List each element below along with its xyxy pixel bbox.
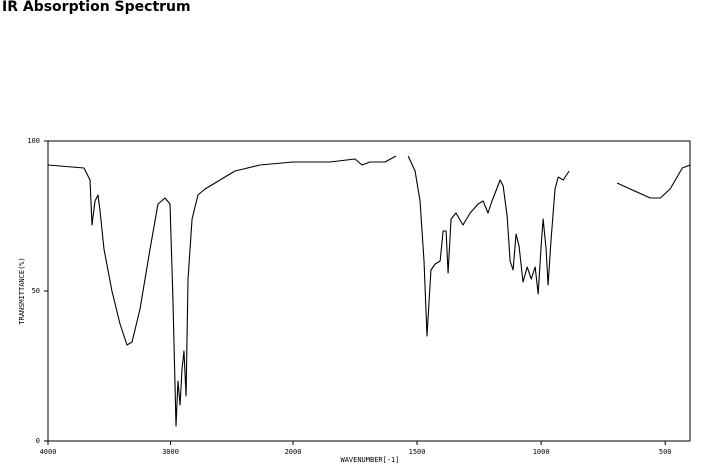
y-tick-label: 50 xyxy=(32,287,40,295)
plot-frame xyxy=(47,140,691,442)
y-axis-label: TRANSMITTANCE(%) xyxy=(18,257,26,324)
chart-title: IR Absorption Spectrum xyxy=(2,0,191,15)
x-tick-label: 1500 xyxy=(409,448,426,456)
x-tick-label: 1000 xyxy=(533,448,550,456)
x-axis-label: WAVENUMBER[-1] xyxy=(340,456,399,464)
y-tick-label: 0 xyxy=(36,437,40,445)
x-tick-label: 4000 xyxy=(40,448,57,456)
x-tick-label: 3000 xyxy=(162,448,179,456)
spectrum-line xyxy=(47,155,691,427)
y-tick-label: 100 xyxy=(27,137,40,145)
x-tick-label: 500 xyxy=(659,448,672,456)
x-tick-label: 2000 xyxy=(285,448,302,456)
